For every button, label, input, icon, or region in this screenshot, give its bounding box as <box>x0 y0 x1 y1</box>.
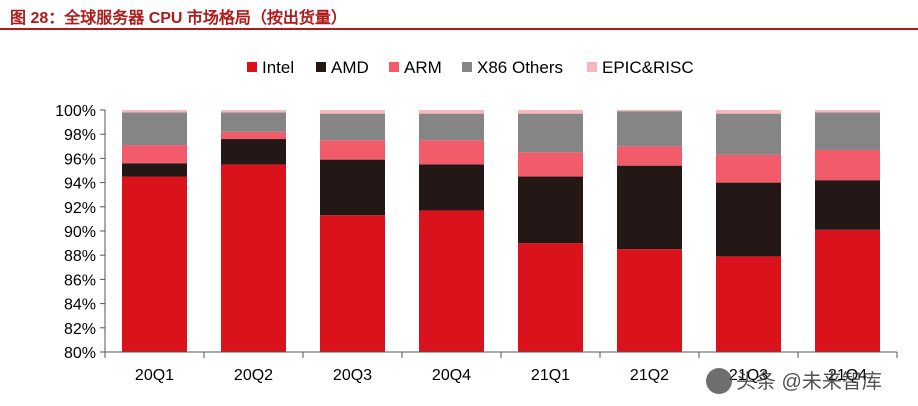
bar-segment <box>221 139 286 165</box>
legend-swatch <box>389 62 399 72</box>
x-axis: 20Q1 20Q2 20Q3 20Q4 21Q1 21Q2 21Q3 21Q4 <box>104 351 898 384</box>
bar-segment <box>221 112 286 132</box>
y-tick-label: 88% <box>64 248 96 265</box>
x-tick-label: 20Q2 <box>234 367 273 384</box>
legend-label: Intel <box>262 58 294 77</box>
y-tick-label: 98% <box>64 127 96 144</box>
bar-segment <box>716 182 781 257</box>
bar-segment <box>320 140 385 160</box>
bar-segment <box>320 113 385 141</box>
bar-segment <box>716 113 781 155</box>
bar-segment <box>122 176 187 352</box>
y-axis: 80% 82% 84% 86% 88% 90% 92% 94% 96% 98% 100% <box>55 103 106 362</box>
bar-segment <box>122 145 187 164</box>
watermark: 头条 @未来智库 <box>706 365 882 396</box>
bar-segment <box>221 131 286 140</box>
bar-segment <box>419 140 484 165</box>
bar-segment <box>221 110 286 113</box>
legend-label: EPIC&RISC <box>602 58 694 77</box>
bar-segment <box>518 113 583 153</box>
bar-segment <box>419 113 484 141</box>
bar-segment <box>815 110 880 113</box>
legend-swatch <box>462 62 472 72</box>
bar-segment <box>122 163 187 177</box>
y-tick-label: 82% <box>64 321 96 338</box>
y-tick-label: 86% <box>64 272 96 289</box>
legend-swatch <box>587 62 597 72</box>
bar-segment <box>815 149 880 181</box>
bar-segment <box>122 112 187 146</box>
y-tick-label: 80% <box>64 345 96 362</box>
y-tick-label: 96% <box>64 151 96 168</box>
bar-segment <box>320 110 385 114</box>
x-tick-label: 21Q4 <box>828 367 867 384</box>
bar-segment <box>617 111 682 147</box>
bar-segment <box>716 154 781 183</box>
x-tick-label: 20Q4 <box>432 367 471 384</box>
chart-legend: Intel AMD ARM X86 Others EPIC&RISC <box>247 58 694 77</box>
bar-segment <box>221 164 286 352</box>
legend-label: X86 Others <box>477 58 563 77</box>
x-tick-label: 21Q1 <box>531 367 570 384</box>
bars <box>122 110 880 352</box>
bar-segment <box>518 176 583 244</box>
y-tick-label: 90% <box>64 224 96 241</box>
watermark-text: 头条 @未来智库 <box>736 371 882 393</box>
page-title: 图 28：全球服务器 CPU 市场格局（按出货量） <box>10 10 347 27</box>
bar-segment <box>617 165 682 250</box>
legend-label: AMD <box>331 58 369 77</box>
bar-segment <box>617 249 682 352</box>
bar-segment <box>815 112 880 150</box>
bar-segment <box>419 164 484 211</box>
x-tick-label: 20Q1 <box>135 367 174 384</box>
legend-label: ARM <box>404 58 442 77</box>
bar-segment <box>716 256 781 352</box>
camera-icon <box>706 367 732 394</box>
y-tick-label: 92% <box>64 200 96 217</box>
bar-segment <box>518 110 583 114</box>
legend-swatch <box>247 62 257 72</box>
bar-segment <box>617 110 682 112</box>
bar-segment <box>815 180 880 230</box>
x-tick-label: 21Q3 <box>729 367 768 384</box>
bar-segment <box>617 146 682 166</box>
title-divider <box>0 28 918 30</box>
y-tick-label: 84% <box>64 297 96 314</box>
x-tick-label: 21Q2 <box>630 367 669 384</box>
bar-segment <box>122 110 187 113</box>
bar-segment <box>320 215 385 352</box>
y-tick-label: 100% <box>55 103 96 120</box>
bar-segment <box>419 110 484 114</box>
legend-swatch <box>316 62 326 72</box>
bar-segment <box>320 159 385 216</box>
bar-segment <box>716 110 781 114</box>
bar-segment <box>419 210 484 352</box>
bar-segment <box>518 243 583 352</box>
x-tick-label: 20Q3 <box>333 367 372 384</box>
bar-segment <box>518 152 583 177</box>
bar-segment <box>815 229 880 352</box>
y-tick-label: 94% <box>64 176 96 193</box>
